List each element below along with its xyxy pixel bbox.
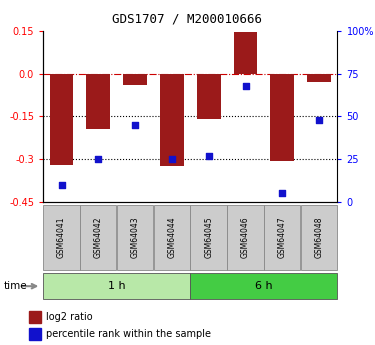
Text: GSM64042: GSM64042: [94, 216, 103, 258]
Bar: [227, 205, 264, 270]
Text: GSM64046: GSM64046: [241, 216, 250, 258]
Bar: [197, 74, 220, 119]
Text: GSM64045: GSM64045: [204, 216, 213, 258]
Bar: [117, 205, 153, 270]
Text: GSM64047: GSM64047: [278, 216, 287, 258]
Bar: [234, 32, 258, 74]
Text: percentile rank within the sample: percentile rank within the sample: [46, 329, 211, 339]
Point: [132, 122, 138, 128]
Bar: [190, 273, 338, 299]
Point: [279, 190, 285, 196]
Bar: [43, 273, 190, 299]
Text: GSM64041: GSM64041: [57, 216, 66, 258]
Text: GSM64048: GSM64048: [315, 216, 324, 258]
Text: GSM64043: GSM64043: [130, 216, 140, 258]
Bar: [264, 205, 300, 270]
Point: [169, 156, 175, 162]
Point: [316, 117, 322, 122]
Bar: [29, 310, 41, 323]
Point: [206, 153, 212, 158]
Bar: [154, 205, 190, 270]
Bar: [50, 74, 74, 165]
Text: GDS1707 / M200010666: GDS1707 / M200010666: [112, 12, 262, 25]
Bar: [190, 205, 227, 270]
Point: [58, 182, 64, 188]
Bar: [86, 74, 110, 129]
Text: log2 ratio: log2 ratio: [46, 312, 93, 322]
Text: GSM64044: GSM64044: [167, 216, 176, 258]
Bar: [43, 205, 80, 270]
Text: 1 h: 1 h: [108, 281, 126, 291]
Bar: [80, 205, 117, 270]
Point: [95, 156, 101, 162]
Bar: [307, 74, 331, 82]
Bar: [160, 74, 184, 166]
Bar: [270, 74, 294, 160]
Bar: [29, 328, 41, 340]
Bar: [123, 74, 147, 85]
Text: 6 h: 6 h: [255, 281, 273, 291]
Bar: [301, 205, 337, 270]
Point: [243, 83, 249, 88]
Text: time: time: [4, 281, 27, 291]
